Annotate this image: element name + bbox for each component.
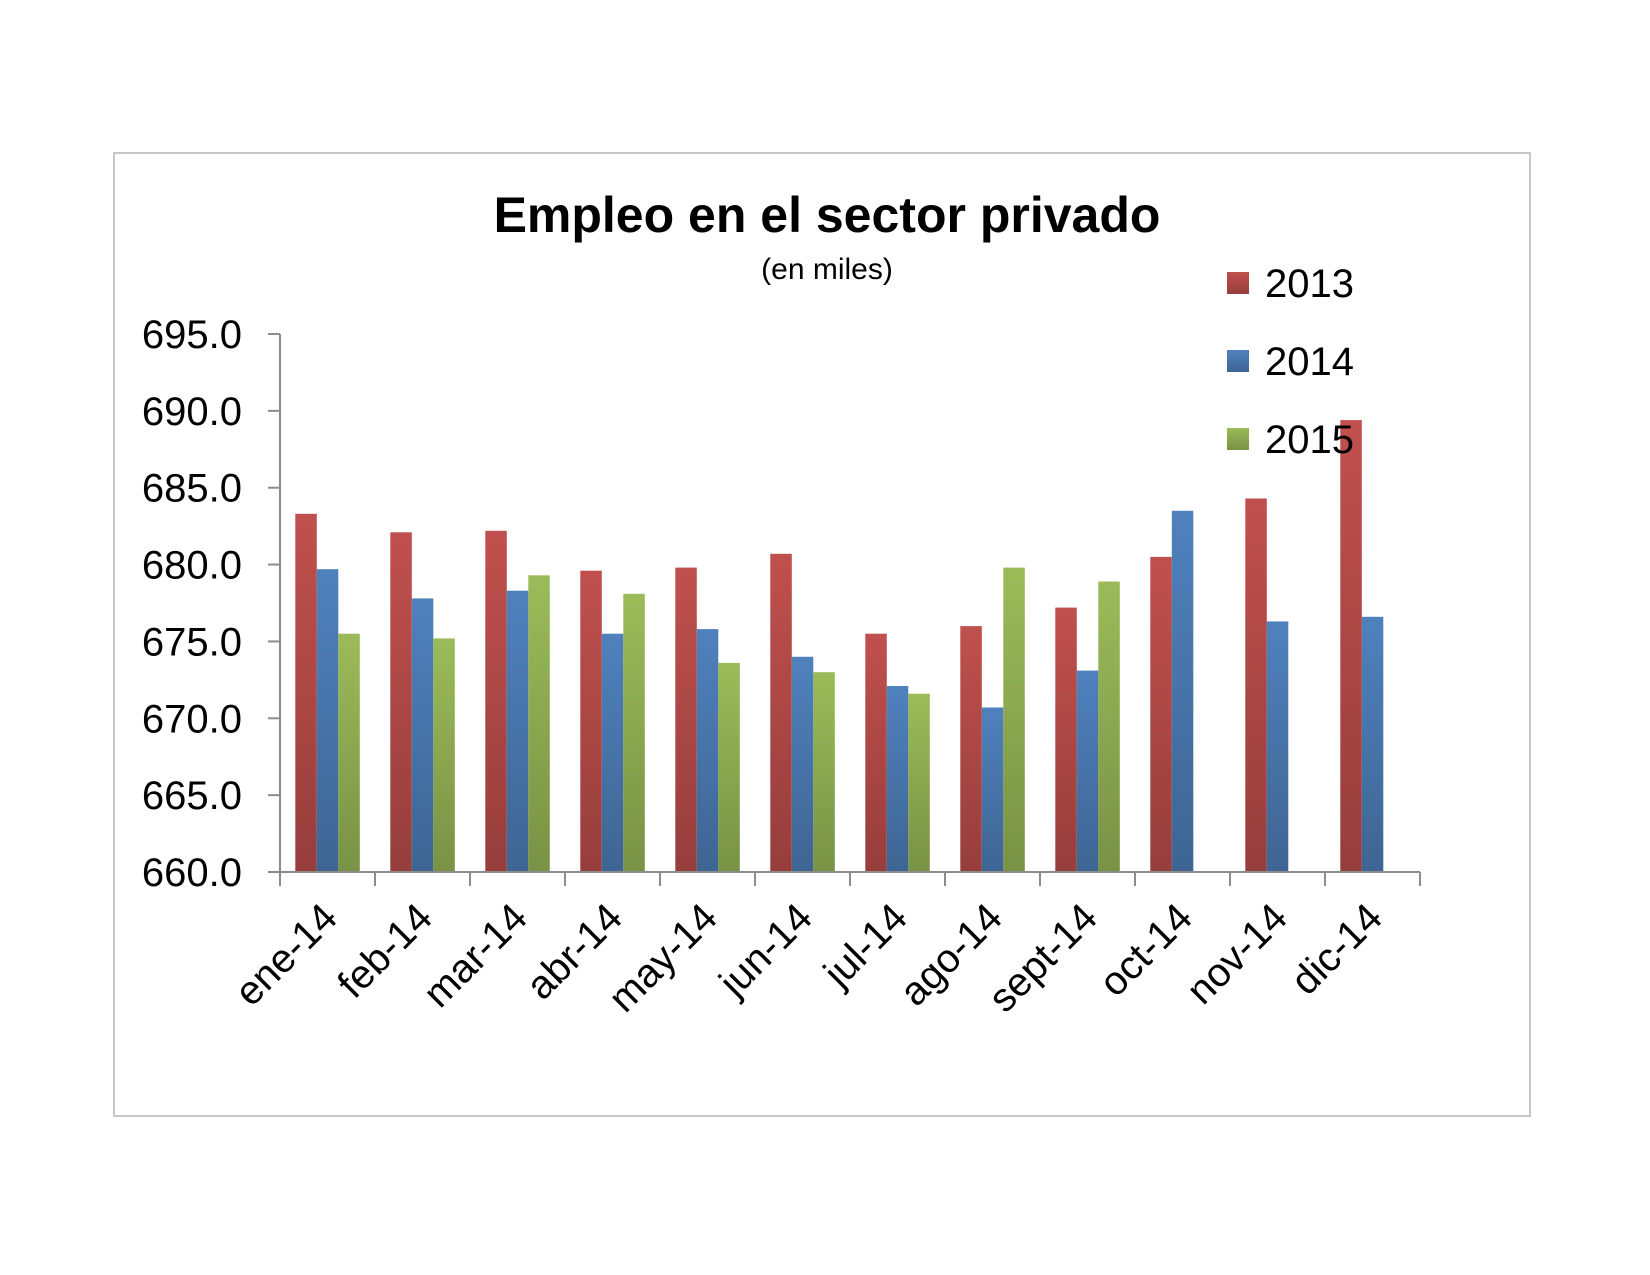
bar-2014-jul-14: [886, 686, 909, 872]
y-tick-label: 680.0: [142, 544, 242, 588]
bar-2013-ago-14: [960, 626, 982, 872]
legend-label-2013: 2013: [1265, 262, 1354, 306]
bar-2014-ago-14: [981, 707, 1004, 872]
y-tick-label: 695.0: [142, 313, 242, 357]
bar-2014-jun-14: [791, 656, 814, 872]
chart-title: Empleo en el sector privado: [494, 187, 1161, 243]
bar-2015-mar-14: [528, 575, 550, 872]
bar-2014-may-14: [696, 629, 719, 872]
bar-2014-dic-14: [1361, 616, 1384, 872]
legend-label-2014: 2014: [1265, 340, 1354, 384]
y-tick-label: 675.0: [142, 620, 242, 664]
bar-2013-sept-14: [1055, 607, 1077, 872]
legend-swatch-2015: [1227, 428, 1249, 450]
bar-2015-ago-14: [1003, 567, 1025, 872]
x-tick-label: dic-14: [1283, 895, 1391, 1003]
bar-2014-feb-14: [411, 598, 434, 872]
chart-frame: Empleo en el sector privado (en miles) 6…: [113, 152, 1531, 1117]
x-tick-label: nov-14: [1178, 895, 1296, 1013]
bar-chart: Empleo en el sector privado (en miles) 6…: [142, 187, 1421, 1021]
y-tick-label: 665.0: [142, 774, 242, 818]
bar-2015-may-14: [718, 662, 740, 872]
bar-2013-jul-14: [865, 633, 887, 872]
bar-2015-feb-14: [433, 638, 455, 872]
bar-2015-jul-14: [908, 693, 930, 872]
bar-2015-abr-14: [623, 593, 645, 872]
legend-swatch-2014: [1227, 350, 1249, 372]
bar-2015-ene-14: [338, 633, 360, 872]
bar-2013-mar-14: [485, 530, 507, 872]
bar-2015-jun-14: [813, 672, 835, 872]
bar-2015-sept-14: [1098, 581, 1120, 872]
legend-swatch-2013: [1227, 272, 1249, 294]
x-tick-label: mar-14: [415, 895, 536, 1016]
x-tick-label: ene-14: [227, 895, 346, 1014]
y-tick-label: 670.0: [142, 697, 242, 741]
bar-2014-mar-14: [506, 590, 529, 872]
chart-subtitle: (en miles): [761, 253, 893, 286]
bar-2013-may-14: [675, 567, 697, 872]
bar-2014-nov-14: [1266, 621, 1289, 872]
bar-2013-nov-14: [1245, 498, 1267, 872]
x-tick-label: may-14: [600, 895, 725, 1020]
y-tick-label: 685.0: [142, 467, 242, 511]
bar-2014-ene-14: [316, 569, 339, 872]
bar-2013-feb-14: [390, 532, 412, 872]
y-tick-label: 690.0: [142, 390, 242, 434]
y-tick-label: 660.0: [142, 851, 242, 895]
bar-2014-sept-14: [1076, 670, 1099, 872]
legend-label-2015: 2015: [1265, 418, 1354, 462]
legend: 2013 2014 2015: [1227, 262, 1354, 462]
bar-2013-dic-14: [1340, 420, 1362, 872]
x-tick-label: jun-14: [710, 895, 820, 1005]
bar-2013-jun-14: [770, 553, 792, 872]
x-tick-label: sept-14: [980, 895, 1105, 1020]
bar-2013-abr-14: [580, 570, 602, 872]
bar-2013-ene-14: [295, 513, 317, 872]
bar-2014-oct-14: [1171, 510, 1194, 872]
bar-2013-oct-14: [1150, 556, 1172, 872]
plot-area: 695.0 690.0 685.0 680.0 675.0 670.0 665.0 660.0…: [142, 313, 1421, 1021]
bar-2014-abr-14: [601, 633, 624, 872]
